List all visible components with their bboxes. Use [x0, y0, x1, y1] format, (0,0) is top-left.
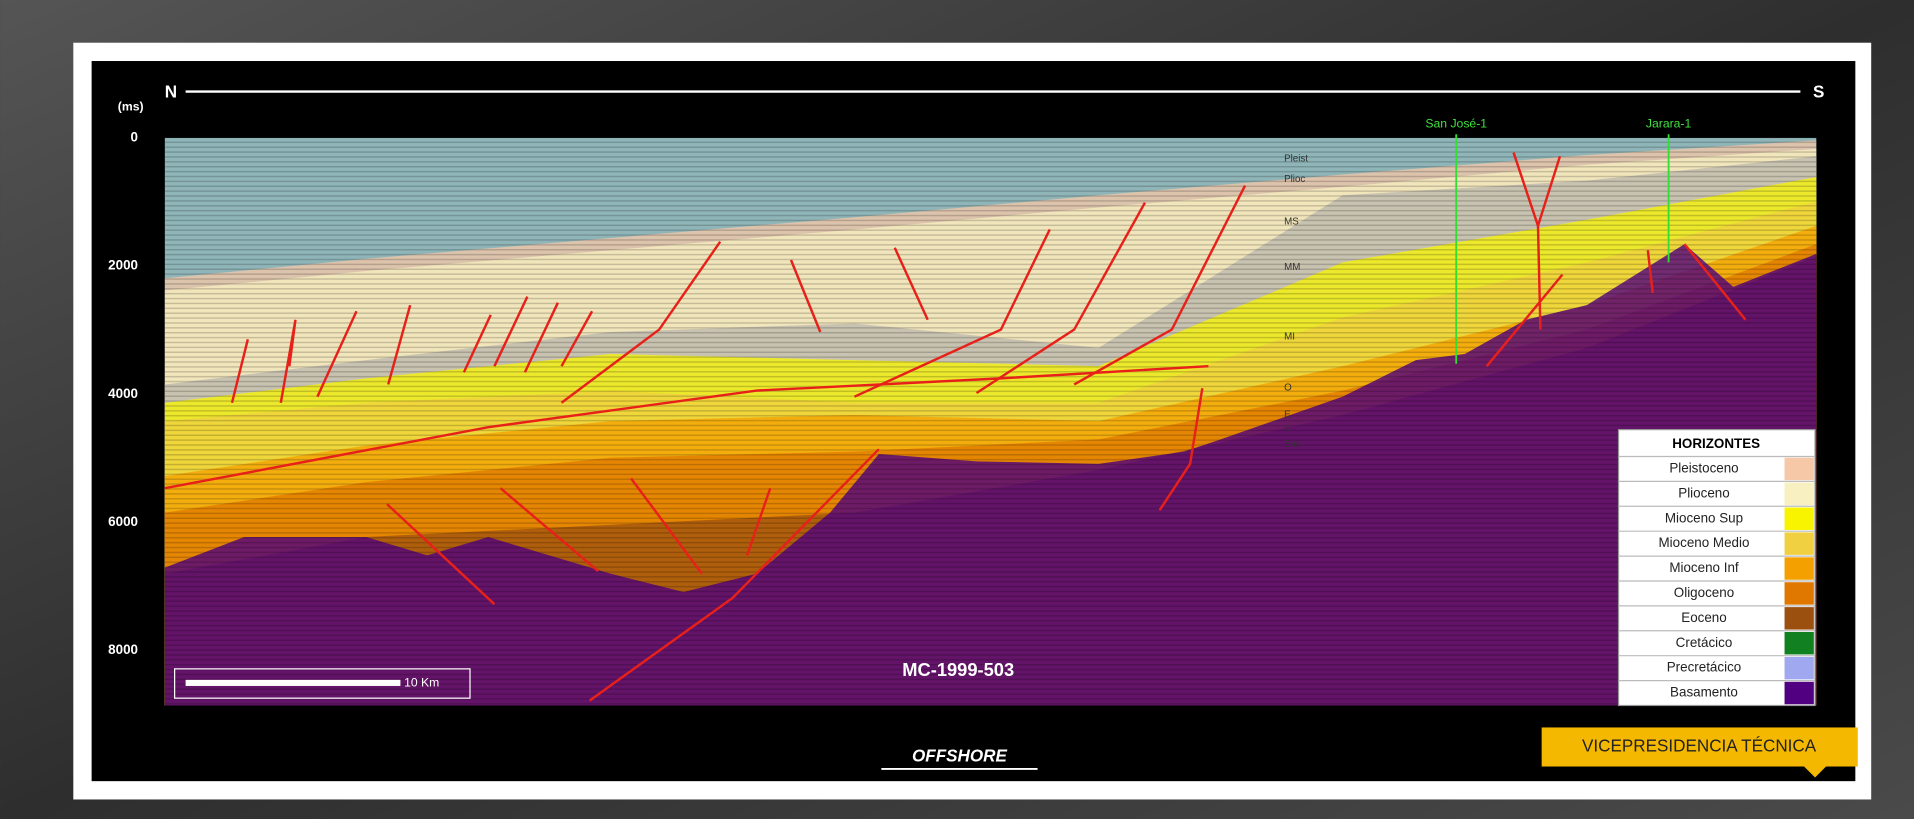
- area: OFFSHORE: [912, 746, 1007, 765]
- south: S: [1813, 82, 1824, 101]
- legend-item: Mioceno Inf: [1669, 560, 1739, 575]
- legend-swatch: [1784, 681, 1814, 705]
- horizon-label: K: [1284, 424, 1291, 435]
- fault: [386, 503, 496, 606]
- legend-swatch: [1784, 632, 1814, 655]
- horizon-label: MS: [1284, 217, 1299, 228]
- fault: [745, 487, 772, 556]
- legend-item: Mioceno Medio: [1659, 535, 1750, 550]
- legend: [1617, 429, 1816, 707]
- scale-box: [174, 668, 471, 699]
- legend-item: Eoceno: [1681, 610, 1726, 625]
- fault: [316, 310, 358, 398]
- well-label: Jarara-1: [1646, 117, 1692, 131]
- axis-tick-label: 8000: [108, 642, 138, 657]
- horizon-label: MI: [1284, 331, 1295, 342]
- legend-swatch: [1784, 607, 1814, 630]
- fault: [499, 487, 599, 573]
- fault: [853, 228, 1051, 398]
- unit: (ms): [118, 100, 144, 114]
- horizon-label: MM: [1284, 262, 1300, 273]
- fault: [588, 448, 880, 702]
- badge-text: VICEPRESIDENCIA TÉCNICA: [1582, 737, 1817, 756]
- legend-swatch: [1784, 557, 1814, 580]
- legend-swatch: [1784, 457, 1814, 481]
- axis-tick-label: 0: [131, 129, 138, 144]
- axis-tick-label: 2000: [108, 258, 138, 273]
- horizon-label: Bas: [1284, 439, 1301, 450]
- horizon-label: Plioc: [1284, 174, 1305, 185]
- fault: [523, 302, 559, 373]
- fault: [164, 364, 1209, 490]
- fault: [1683, 243, 1747, 321]
- legend-item: Pleistoceno: [1669, 460, 1738, 475]
- axis-tick-label: 4000: [108, 386, 138, 401]
- legend-swatch: [1784, 656, 1814, 680]
- fault: [789, 259, 822, 333]
- fault: [230, 339, 250, 404]
- well-label: San José-1: [1425, 117, 1487, 131]
- legend-item: Oligoceno: [1674, 585, 1734, 600]
- axis-tick-label: 6000: [108, 514, 138, 529]
- scale-bar: [185, 679, 401, 686]
- fault: [975, 202, 1147, 395]
- legend-item: Basamento: [1670, 685, 1738, 700]
- legend-item: Precretácico: [1667, 660, 1742, 675]
- fault: [279, 319, 297, 403]
- legend-item: Plioceno: [1678, 485, 1729, 500]
- seismic-texture: [164, 137, 1817, 706]
- fault: [1485, 273, 1564, 367]
- fault: [630, 477, 703, 575]
- fault: [387, 304, 412, 385]
- legend-swatch: [1784, 532, 1814, 555]
- fault: [1073, 184, 1247, 386]
- legend-swatch: [1784, 482, 1814, 506]
- fault: [1646, 250, 1654, 294]
- legend-swatch: [1784, 507, 1814, 530]
- scale-label: 10 Km: [404, 676, 439, 690]
- legend-swatch: [1784, 582, 1814, 605]
- fault: [560, 240, 722, 404]
- horizon-label: O: [1284, 383, 1292, 394]
- legend-title: HORIZONTES: [1672, 436, 1760, 451]
- horizon-label: Pleist: [1284, 153, 1308, 164]
- fault: [560, 310, 594, 367]
- fault: [493, 296, 529, 367]
- horizon-label: E: [1284, 410, 1291, 421]
- legend-item: Cretácico: [1676, 635, 1733, 650]
- badge: [1541, 727, 1858, 767]
- north: N: [165, 82, 177, 101]
- fault: [462, 314, 492, 373]
- badge-arrow: [1804, 766, 1827, 778]
- legend-item: Mioceno Sup: [1665, 510, 1743, 525]
- section: San José-1 Jarara-1 Pleist Plioc MS MM MI O EK Ba…: [164, 117, 1817, 706]
- fault: [1536, 225, 1542, 330]
- fault: [893, 247, 929, 321]
- fault: [1158, 387, 1204, 511]
- line-name: MC-1999-503: [902, 659, 1014, 680]
